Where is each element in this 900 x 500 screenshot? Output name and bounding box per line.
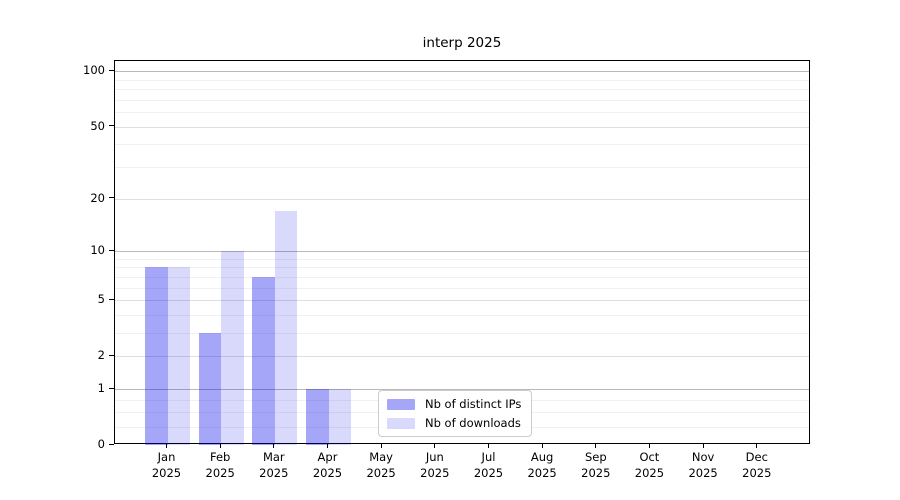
y-gridline-minor (115, 99, 809, 101)
y-tick-mark (109, 249, 114, 251)
y-gridline (115, 356, 809, 358)
y-tick-mark (109, 387, 114, 389)
y-gridline-minor (115, 89, 809, 91)
y-gridline (115, 198, 809, 200)
y-gridline-minor (115, 287, 809, 289)
legend-swatch-distinct-ips (387, 398, 415, 410)
legend-item-distinct-ips: Nb of distinct IPs (387, 397, 521, 411)
y-gridline (115, 126, 809, 128)
bar-mar-distinct-ips (252, 276, 275, 445)
chart-title: interp 2025 (422, 35, 502, 51)
y-tick-label: 5 (97, 292, 105, 307)
x-tick-label-jul: Jul 2025 (473, 450, 504, 480)
y-tick-label: 20 (90, 190, 105, 205)
legend: Nb of distinct IPs Nb of downloads (378, 390, 533, 437)
x-tick-label-nov: Nov 2025 (688, 450, 718, 480)
x-tick-label-mar: Mar 2025 (259, 450, 289, 480)
legend-item-downloads: Nb of downloads (387, 416, 521, 430)
y-tick-label: 0 (97, 437, 105, 452)
y-gridline-minor (115, 314, 809, 316)
x-tick-label-dec: Dec 2025 (742, 450, 772, 480)
plot-area (114, 60, 810, 445)
x-tick-mark (380, 444, 382, 448)
bar-apr-downloads (328, 389, 351, 445)
y-tick-label: 100 (83, 63, 105, 78)
x-tick-mark (434, 444, 436, 448)
x-tick-mark (702, 444, 704, 448)
legend-swatch-downloads (387, 417, 415, 429)
y-tick-label: 2 (97, 348, 105, 363)
x-tick-mark (541, 444, 543, 448)
x-tick-label-feb: Feb 2025 (205, 450, 235, 480)
y-tick-mark (109, 197, 114, 199)
x-tick-label-jan: Jan 2025 (151, 450, 182, 480)
x-tick-label-apr: Apr 2025 (312, 450, 343, 480)
bar-mar-downloads (274, 211, 298, 445)
x-tick-mark (166, 444, 167, 448)
y-gridline-minor (115, 79, 809, 81)
x-tick-label-aug: Aug 2025 (527, 450, 557, 480)
x-tick-label-sep: Sep 2025 (581, 450, 611, 480)
bar-apr-distinct-ips (306, 389, 329, 445)
y-tick-label: 1 (97, 381, 105, 396)
x-tick-mark (327, 444, 328, 448)
bar-feb-downloads (221, 251, 244, 445)
x-tick-mark (756, 444, 758, 448)
y-tick-mark (109, 443, 114, 445)
bar-feb-distinct-ips (198, 333, 222, 445)
legend-label-downloads: Nb of downloads (425, 416, 521, 430)
y-tick-label: 10 (90, 243, 105, 257)
x-tick-label-jun: Jun 2025 (420, 450, 450, 480)
bar-jan-distinct-ips (145, 267, 168, 445)
bar-jan-downloads (167, 267, 190, 445)
y-tick-mark (109, 69, 114, 71)
y-tick-mark (109, 354, 114, 356)
x-tick-mark (488, 444, 489, 448)
y-tick-mark (109, 125, 114, 127)
y-gridline-minor (115, 112, 809, 114)
y-gridline-major (115, 389, 809, 391)
y-gridline (115, 300, 809, 302)
x-tick-mark (219, 444, 221, 448)
y-gridline-minor (115, 258, 809, 260)
x-tick-label-oct: Oct 2025 (634, 450, 665, 480)
y-gridline-minor (115, 167, 809, 168)
x-tick-mark (648, 444, 650, 448)
x-tick-mark (595, 444, 597, 448)
y-gridline-major (115, 251, 809, 252)
y-tick-label: 50 (90, 118, 105, 133)
x-tick-label-may: May 2025 (366, 450, 396, 480)
x-tick-mark (273, 444, 275, 448)
y-gridline-minor (115, 333, 809, 334)
y-tick-mark (109, 298, 114, 300)
y-gridline-minor (115, 144, 809, 146)
y-gridline-minor (115, 276, 809, 278)
y-gridline-minor (115, 267, 809, 269)
legend-label-distinct-ips: Nb of distinct IPs (425, 397, 522, 411)
y-gridline-major (115, 71, 809, 73)
